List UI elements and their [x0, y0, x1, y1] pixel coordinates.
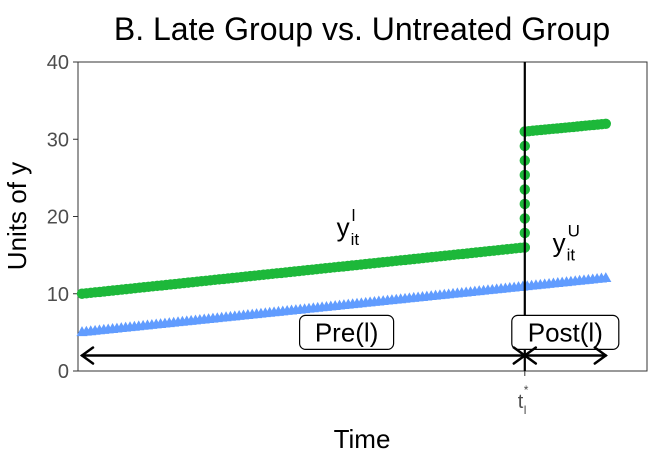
series-label-main: y [553, 227, 566, 257]
arrow-head-right [593, 346, 608, 365]
y-tick-label: 10 [47, 284, 69, 306]
period-label-box [299, 314, 395, 350]
series-label-sup: U [568, 221, 580, 240]
x-axis: t l * [518, 371, 529, 417]
arrow-head-left [79, 346, 95, 365]
x-tick-label: t l * [518, 383, 529, 417]
y-tick-label: 0 [58, 361, 69, 383]
x-axis-title: Time [334, 424, 391, 454]
series-label: y it U [553, 221, 580, 264]
period-label-box [511, 314, 620, 350]
series-label-sub: it [567, 245, 576, 264]
y-tick-label: 30 [47, 129, 69, 151]
period-label-text: Post(l) [528, 317, 603, 347]
period-arrow [522, 346, 608, 365]
data-point [600, 118, 611, 129]
y-axis-title: Units of y [2, 162, 32, 270]
series-circle [76, 118, 611, 299]
x-tick-label-sub: l [524, 403, 527, 417]
arrow-head-left [522, 346, 538, 365]
series-layer [76, 118, 612, 337]
period-label: Pre(l) [299, 314, 395, 350]
series-label-sub: it [351, 230, 360, 249]
series-triangle [76, 272, 612, 337]
series-label-sup: l [352, 206, 356, 225]
data-point [600, 272, 612, 283]
period-label: Post(l) [511, 314, 620, 350]
x-tick-label-main: t [518, 391, 524, 413]
y-tick-label: 40 [47, 52, 69, 74]
y-axis: 0 10 20 30 40 [47, 52, 78, 383]
chart-title: B. Late Group vs. Untreated Group [114, 11, 610, 47]
period-label-text: Pre(l) [315, 317, 379, 347]
y-tick-label: 20 [47, 207, 69, 229]
series-label-main: y [337, 212, 350, 242]
series-label: y it l [337, 206, 360, 249]
x-tick-label-sup: * [524, 383, 529, 397]
